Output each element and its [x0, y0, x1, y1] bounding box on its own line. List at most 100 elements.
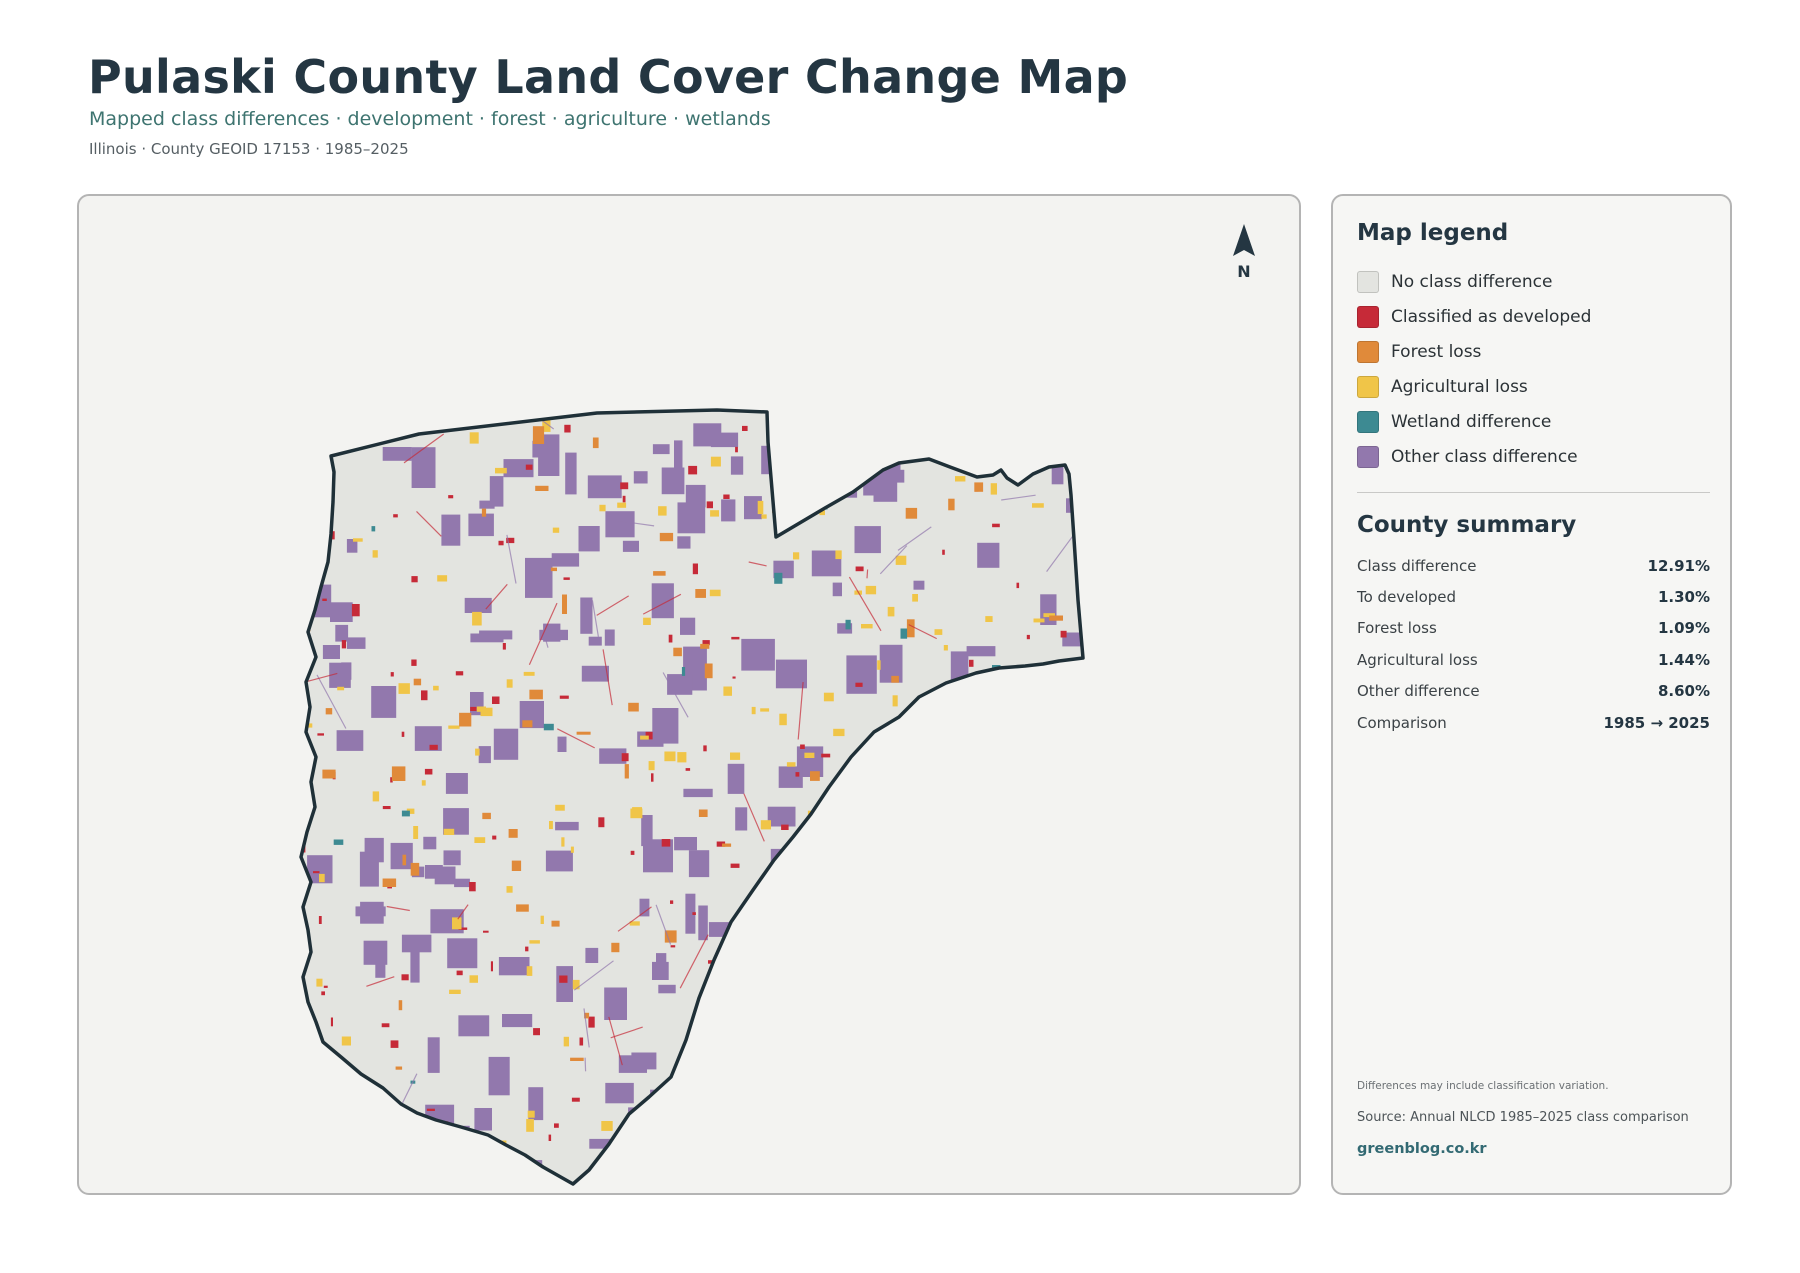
linear-feature [748, 561, 767, 567]
change-patch [1186, 491, 1192, 498]
change-patch [823, 692, 834, 702]
change-patch [1032, 503, 1044, 508]
change-patch [681, 667, 686, 676]
change-patch [1146, 852, 1152, 868]
change-patch [474, 1108, 492, 1131]
change-patch [1184, 463, 1215, 478]
change-patch [449, 989, 461, 994]
linear-feature [608, 1016, 623, 1066]
change-patch [562, 594, 567, 614]
change-patch [565, 1193, 569, 1195]
change-patch [1081, 438, 1083, 443]
change-patch [826, 1093, 832, 1099]
change-patch [401, 974, 409, 981]
change-patch [774, 572, 783, 584]
footer-site-link[interactable]: greenblog.co.kr [1357, 1141, 1487, 1157]
change-patch [579, 1037, 584, 1046]
change-patch [728, 1148, 732, 1155]
change-patch [670, 900, 674, 904]
county-map[interactable] [79, 196, 1301, 1195]
change-patch [1049, 615, 1063, 621]
summary-value: 12.91% [1647, 556, 1710, 575]
change-patch [890, 947, 922, 988]
change-patch [474, 837, 486, 843]
change-patch [336, 730, 364, 751]
change-patch [855, 566, 864, 572]
change-patch [456, 970, 463, 976]
change-patch [1087, 547, 1117, 556]
change-patch [900, 628, 908, 639]
change-patch [632, 807, 642, 813]
change-patch [968, 736, 972, 741]
change-patch [341, 640, 347, 649]
linear-feature [583, 1008, 590, 1048]
change-patch [767, 806, 796, 827]
change-patch [1124, 931, 1129, 942]
change-patch [1053, 760, 1083, 777]
change-patch [1059, 1020, 1083, 1048]
change-patch [1181, 605, 1205, 621]
change-patch [1120, 406, 1147, 426]
change-patch [723, 494, 730, 499]
change-patch [652, 444, 670, 455]
change-patch [1064, 1178, 1080, 1184]
change-patch [322, 769, 336, 779]
linear-feature [366, 976, 395, 987]
linear-feature [750, 1173, 787, 1177]
change-patch [572, 979, 580, 990]
change-patch [708, 922, 738, 937]
change-patch [559, 695, 569, 699]
change-patch [527, 1110, 535, 1118]
change-patch [836, 419, 857, 429]
change-patch [543, 723, 554, 731]
change-patch [323, 985, 328, 988]
change-patch [819, 964, 826, 968]
change-patch [1003, 867, 1027, 891]
linear-feature [1144, 754, 1165, 759]
legend-item-other: Other class difference [1357, 439, 1591, 474]
summary-row: To developed 1.30% [1357, 581, 1710, 612]
change-patch [421, 690, 428, 701]
change-patch [1025, 1046, 1049, 1072]
change-patch [742, 425, 748, 431]
change-patch [588, 1016, 595, 1028]
north-arrow: N [1224, 222, 1264, 281]
legend-label: No class difference [1391, 271, 1553, 292]
change-patch [1110, 458, 1114, 467]
change-patch [599, 1152, 617, 1177]
change-patch [722, 843, 732, 847]
change-patch [495, 467, 507, 474]
change-patch [1091, 970, 1096, 980]
summary-row: Agricultural loss 1.44% [1357, 644, 1710, 675]
change-patch [631, 1052, 657, 1070]
change-patch [472, 611, 482, 626]
change-patch [578, 526, 600, 552]
summary-title: County summary [1357, 512, 1577, 538]
change-patch [712, 1037, 720, 1042]
change-patch [1117, 1095, 1150, 1119]
change-patch [667, 674, 693, 695]
legend-label: Wetland difference [1391, 411, 1552, 432]
change-patch [977, 976, 996, 993]
change-patch [804, 752, 815, 758]
change-patch [656, 953, 667, 965]
change-patch [550, 567, 557, 572]
change-patch [947, 1154, 969, 1170]
change-patch [676, 1114, 693, 1149]
change-patch [681, 1190, 692, 1195]
change-patch [894, 1191, 918, 1195]
change-patch [1088, 499, 1106, 546]
change-patch [658, 506, 667, 516]
change-patch [598, 817, 605, 828]
change-patch [1065, 968, 1068, 975]
change-patch [375, 955, 386, 978]
change-patch [832, 582, 842, 597]
linear-feature [584, 1057, 587, 1072]
change-patch [621, 753, 629, 762]
change-patch [1125, 1175, 1140, 1195]
change-patch [760, 708, 770, 712]
change-patch [1217, 1033, 1236, 1045]
map-frame[interactable] [77, 194, 1301, 1195]
linear-feature [609, 1185, 630, 1195]
change-patch [1016, 846, 1022, 852]
